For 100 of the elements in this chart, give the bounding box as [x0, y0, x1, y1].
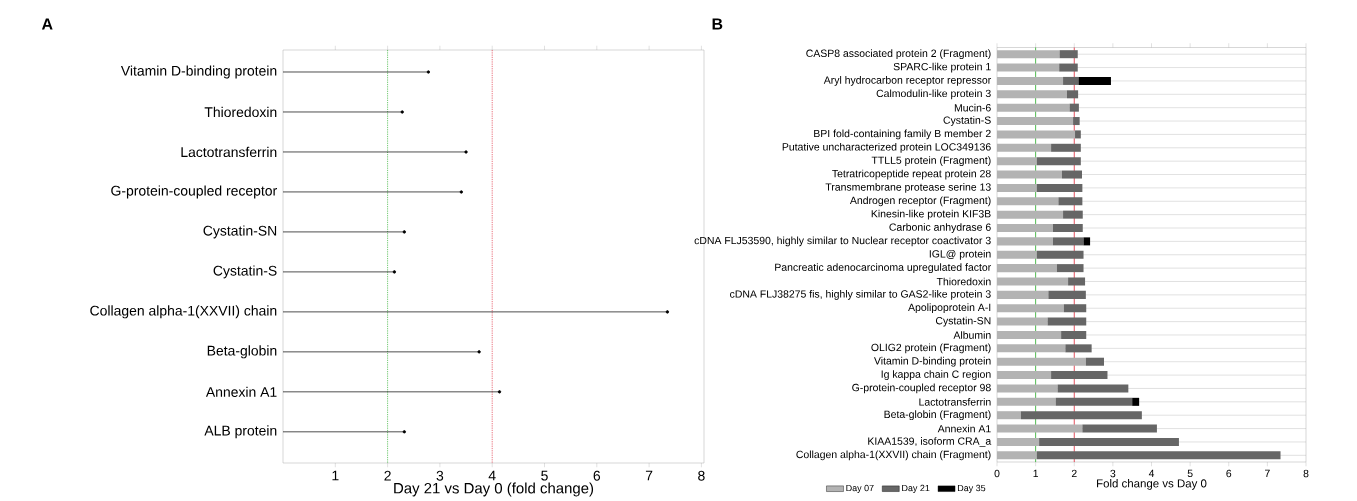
x-tick-label: 8 [1303, 469, 1309, 478]
y-tick-label: Thioredoxin [204, 106, 277, 118]
bar [1051, 143, 1081, 152]
point [392, 270, 397, 274]
bar [997, 411, 1021, 420]
bar [1020, 411, 1142, 420]
y-tick-label: IGL@ protein [929, 249, 991, 260]
x-axis-title: Day 21 vs Day 0 (fold change) [394, 482, 594, 497]
bar [997, 397, 1056, 406]
bar [997, 424, 1083, 433]
bar [997, 210, 1064, 219]
bar [997, 76, 1064, 85]
text: B [712, 18, 723, 30]
x-tick-label: 7 [645, 470, 653, 481]
y-tick-label: ALB protein [204, 425, 277, 439]
bar [1068, 277, 1086, 286]
bar [997, 277, 1069, 286]
bar [997, 317, 1048, 326]
text: A [41, 18, 53, 30]
bar [1085, 357, 1104, 366]
bar [1061, 170, 1082, 179]
y-tick-label: Beta-globin (Fragment) [884, 410, 991, 421]
y-tick-label: cDNA FLJ38275 fis, highly similar to GAS2-like protein 3 [730, 289, 991, 300]
bar [997, 117, 1074, 126]
y-tick-label: Pancreatic adenocarcinoma upregulated factor [775, 263, 992, 273]
y-tick-label: Cystatin-S [213, 265, 277, 279]
y-tick-label: Collagen alpha-1(XXVII) chain [90, 305, 277, 319]
x-tick-label: 1 [1033, 469, 1039, 477]
bar [997, 130, 1076, 139]
x-tick-label: 7 [1265, 469, 1270, 477]
bar [997, 451, 1037, 460]
x-tick-label: 4 [1148, 469, 1155, 477]
bar [997, 437, 1040, 446]
bar [997, 264, 1057, 273]
bar [997, 330, 1062, 339]
bar [1048, 290, 1086, 299]
point [459, 190, 463, 194]
bar [1039, 437, 1179, 446]
point [464, 150, 468, 154]
legend-label: Day 35 [957, 484, 986, 493]
bar [997, 371, 1052, 380]
bar [1036, 250, 1084, 259]
point [402, 230, 406, 234]
bar [997, 63, 1060, 72]
point [402, 430, 406, 434]
y-tick-label: Lactotransferrin [181, 146, 277, 158]
y-tick-label: Annexin A1 [937, 424, 991, 433]
point [400, 110, 404, 114]
bar [1063, 76, 1079, 85]
bar [1059, 63, 1078, 72]
bar [997, 197, 1059, 206]
y-tick-label: Ig kappa chain C region [881, 370, 991, 380]
bar [1057, 384, 1129, 393]
x-tick-label: 3 [436, 470, 444, 481]
y-tick-label: Aryl hydrocarbon receptor repressor [823, 76, 992, 86]
bar [1053, 237, 1084, 246]
y-tick-label: Carbonic anhydrase 6 [889, 223, 991, 233]
x-tick-label: 6 [593, 470, 601, 481]
bar [1059, 50, 1078, 59]
x-tick-label: 4 [488, 470, 496, 481]
y-tick-label: Vitamin D-binding protein [120, 65, 277, 79]
point [497, 390, 502, 394]
bar [1036, 157, 1081, 166]
x-tick-label: 2 [384, 470, 391, 481]
bar [1063, 210, 1083, 219]
y-tick-label: Beta-globin [207, 345, 277, 359]
y-tick-label: BPI fold-containing family B member 2 [814, 129, 991, 140]
x-tick-label: 0 [994, 469, 1000, 478]
bar [1073, 117, 1080, 126]
y-tick-label: Thioredoxin [936, 277, 991, 286]
y-tick-label: OLIG2 protein (Fragment) [871, 343, 991, 354]
y-tick-label: Lactotransferrin [919, 398, 991, 406]
y-tick-label: Putative uncharacterized protein LOC349136 [782, 142, 991, 153]
bar [1065, 344, 1092, 353]
y-tick-label: Annexin A1 [205, 386, 277, 397]
y-tick-label: Kinesin-like protein KIF3B [871, 209, 991, 220]
point [477, 350, 481, 354]
bar [1075, 130, 1081, 139]
y-tick-label: Collagen alpha-1(XXVII) chain (Fragment) [796, 450, 991, 461]
x-tick-label: 3 [1110, 469, 1116, 478]
y-tick-label: G-protein-coupled receptor [111, 185, 277, 199]
y-tick-label: G-protein-coupled receptor 98 [852, 383, 991, 394]
legend-label: Day 07 [846, 484, 874, 493]
bar [997, 250, 1037, 259]
bar [997, 183, 1037, 192]
y-tick-label: Tetratricopeptide repeat protein 28 [832, 169, 991, 180]
y-tick-label: Cystatin-SN [935, 316, 991, 327]
bar [997, 50, 1060, 59]
bar [1036, 451, 1281, 460]
bar [997, 357, 1086, 366]
point [426, 70, 431, 74]
bar [1083, 237, 1091, 246]
y-tick-label: Calmodulin-like protein 3 [876, 89, 991, 100]
x-tick-label: 5 [1187, 469, 1193, 478]
bar [997, 157, 1037, 166]
bar [1063, 304, 1087, 313]
bar [997, 344, 1066, 353]
bar [1051, 371, 1108, 380]
x-tick-label: 2 [1071, 469, 1077, 478]
y-tick-label: KIAA1539, isoform CRA_a [868, 437, 992, 447]
